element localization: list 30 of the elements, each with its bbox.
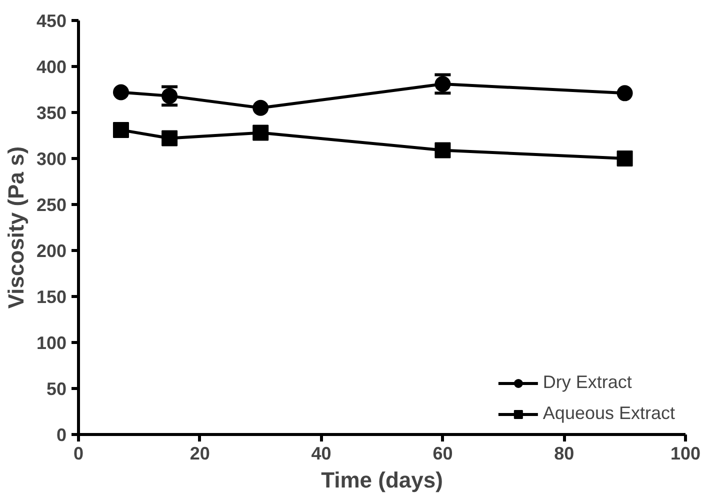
y-tick-label: 200 xyxy=(36,241,67,261)
y-tick-label: 250 xyxy=(36,195,67,215)
point xyxy=(112,122,129,138)
point xyxy=(434,76,451,92)
y-tick-label: 400 xyxy=(36,57,67,77)
x-tick-label: 20 xyxy=(190,444,210,464)
point xyxy=(616,150,633,166)
x-tick-label: 40 xyxy=(311,444,332,464)
y-tick-label: 0 xyxy=(56,425,67,445)
y-tick-label: 350 xyxy=(36,103,67,123)
legend-label: Aqueous Extract xyxy=(542,403,675,424)
point xyxy=(252,124,269,141)
x-axis-title: Time (days) xyxy=(321,468,443,492)
y-tick-label: 50 xyxy=(46,379,67,399)
point xyxy=(112,84,129,100)
y-axis-title: Viscosity (Pa s) xyxy=(3,146,28,309)
x-tick-label: 60 xyxy=(432,444,453,464)
legend-label: Dry Extract xyxy=(542,372,632,393)
point xyxy=(616,85,633,102)
y-tick-label: 100 xyxy=(36,333,67,353)
point xyxy=(434,142,451,158)
point xyxy=(252,100,269,116)
y-tick-label: 300 xyxy=(36,149,67,169)
x-tick-label: 100 xyxy=(670,444,701,464)
x-tick-label: 0 xyxy=(73,444,84,464)
x-tick-label: 80 xyxy=(554,444,574,464)
y-tick-label: 450 xyxy=(36,11,67,31)
y-tick-label: 150 xyxy=(36,287,67,307)
point xyxy=(162,130,178,146)
point xyxy=(162,88,178,104)
